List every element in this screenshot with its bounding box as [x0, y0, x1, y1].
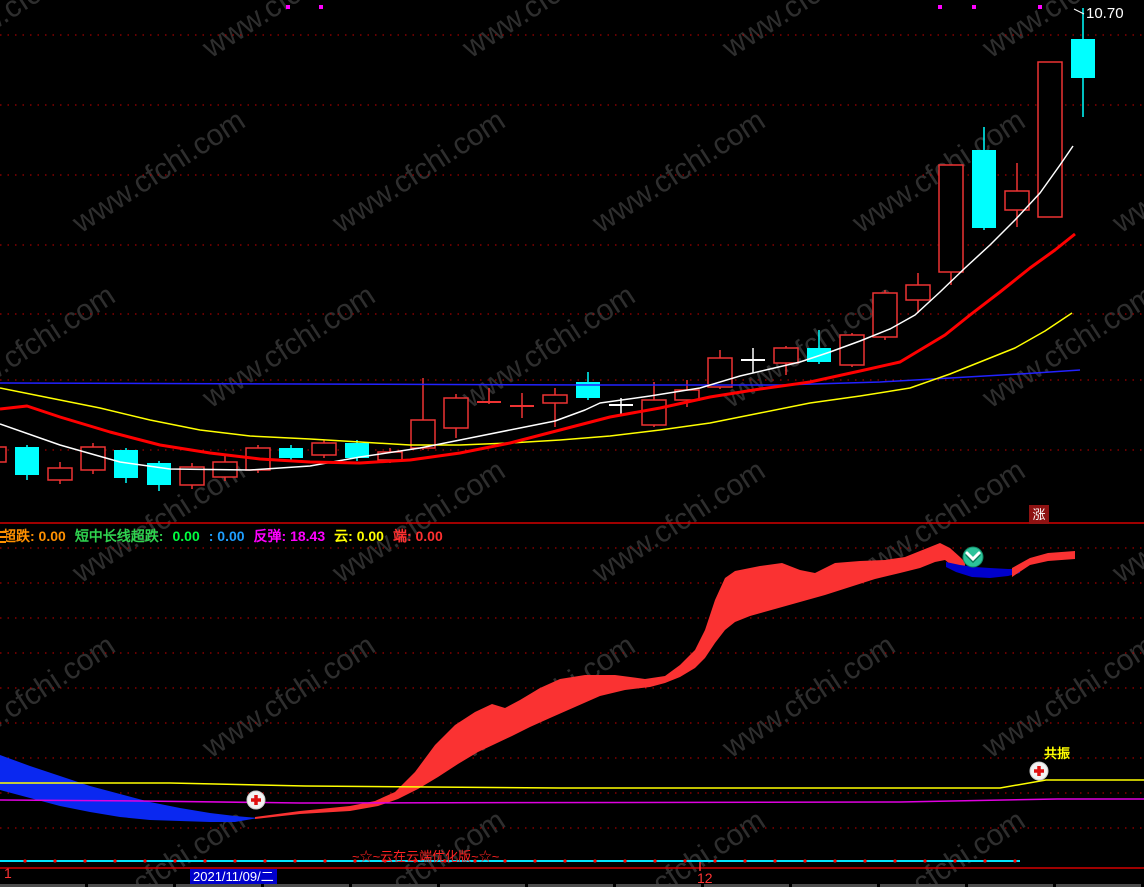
- ribbon-red-right: [1012, 551, 1075, 577]
- axis-dot: [773, 859, 777, 863]
- marker-dot: [319, 5, 323, 9]
- axis-dot: [983, 859, 987, 863]
- axis-dot: [863, 859, 867, 863]
- last-price-label: 10.70: [1086, 5, 1124, 22]
- date-cursor-chip[interactable]: 2021/11/09/二: [190, 869, 277, 884]
- candle-body-up: [1037, 61, 1063, 218]
- axis-dot: [233, 859, 237, 863]
- candle-body-up: [80, 446, 106, 471]
- candle-body-up: [443, 397, 469, 429]
- axis-dot: [923, 859, 927, 863]
- axis-dot: [833, 859, 837, 863]
- axis-dot: [503, 859, 507, 863]
- candle-body-up: [47, 467, 73, 481]
- check-down-glyph: [965, 551, 981, 562]
- axis-dot: [533, 859, 537, 863]
- axis-dot: [683, 859, 687, 863]
- candle-body-up: [773, 347, 799, 364]
- axis-dot: [893, 859, 897, 863]
- clipped-glyph-fragment: [0, 531, 6, 543]
- axis-dot: [563, 859, 567, 863]
- axis-dot: [713, 859, 717, 863]
- axis-dot: [623, 859, 627, 863]
- candle-body-up: [1004, 190, 1030, 211]
- axis-dot: [173, 859, 177, 863]
- candle-body-down: [1071, 39, 1095, 78]
- ribbon-red-main: [255, 543, 965, 819]
- candle-body-down: [15, 447, 39, 475]
- candle-body-up: [0, 446, 7, 463]
- candle-body-up: [542, 394, 568, 404]
- resonance-label: 共振: [1044, 746, 1071, 761]
- axis-dot: [593, 859, 597, 863]
- candle-body-up: [872, 292, 898, 338]
- signal-yellow-line: [0, 779, 1144, 789]
- axis-dot: [113, 859, 117, 863]
- marker-dot: [938, 5, 942, 9]
- ribbon-blue-mid: [946, 562, 1020, 578]
- candle-body-up: [410, 419, 436, 449]
- axis-dot: [1013, 859, 1017, 863]
- candle-body-up: [905, 284, 931, 301]
- axis-dot: [143, 859, 147, 863]
- bottom-divider-strip: [0, 884, 1144, 887]
- axis-dot: [803, 859, 807, 863]
- axis-start-label: 1: [4, 865, 12, 881]
- axis-dot: [83, 859, 87, 863]
- axis-month-label: 12: [697, 870, 713, 886]
- axis-dot: [443, 859, 447, 863]
- marker-dot: [286, 5, 290, 9]
- price-pointer: [1073, 8, 1085, 15]
- axis-dot: [413, 859, 417, 863]
- axis-dot: [23, 859, 27, 863]
- axis-dot: [203, 859, 207, 863]
- candle-body-up: [179, 466, 205, 486]
- candle-body-up: [839, 334, 865, 366]
- ma-white: [0, 145, 1074, 471]
- ma-yellow: [0, 312, 1073, 446]
- candle-body-up: [641, 399, 667, 426]
- axis-dot: [653, 859, 657, 863]
- ma-blue: [0, 369, 1081, 386]
- indicator-value: 反弹: 18.43: [253, 528, 326, 544]
- axis-dot: [743, 859, 747, 863]
- candle-body-down: [345, 443, 369, 458]
- rise-badge: 涨: [1029, 505, 1049, 524]
- indicator-value: 端: 0.00: [392, 528, 443, 544]
- axis-dot: [293, 859, 297, 863]
- axis-dot: [953, 859, 957, 863]
- indicator-bar: 超跌: 0.00 短中长线超跌: 0.00 : 0.00 反弹: 18.43 云: 0.0…: [2, 529, 443, 543]
- indicator-value: 超跌: 0.00: [2, 528, 66, 544]
- candle-body-down: [279, 448, 303, 458]
- indicator-value: 云: 0.00: [334, 528, 384, 544]
- axis-dot: [383, 859, 387, 863]
- axis-dot: [53, 859, 57, 863]
- candle-body-up: [938, 164, 964, 273]
- indicator-value: 短中长线超跌:: [74, 528, 164, 544]
- marker-dot: [1038, 5, 1042, 9]
- marker-dot: [972, 5, 976, 9]
- candle-body-down: [972, 150, 996, 228]
- ribbon-blue-left: [0, 755, 258, 822]
- candle-body-down: [576, 382, 600, 398]
- indicator-value: : 0.00: [208, 528, 245, 544]
- axis-dot: [323, 859, 327, 863]
- axis-dot: [353, 859, 357, 863]
- axis-dot: [263, 859, 267, 863]
- candle-body-up: [311, 442, 337, 456]
- axis-dot: [473, 859, 477, 863]
- signal-magenta-line: [0, 798, 1144, 804]
- ma-red: [0, 232, 1076, 465]
- indicator-value: 0.00: [172, 528, 200, 544]
- indicator-signature-label: ~☆~云在云端优化版~☆~: [352, 849, 500, 864]
